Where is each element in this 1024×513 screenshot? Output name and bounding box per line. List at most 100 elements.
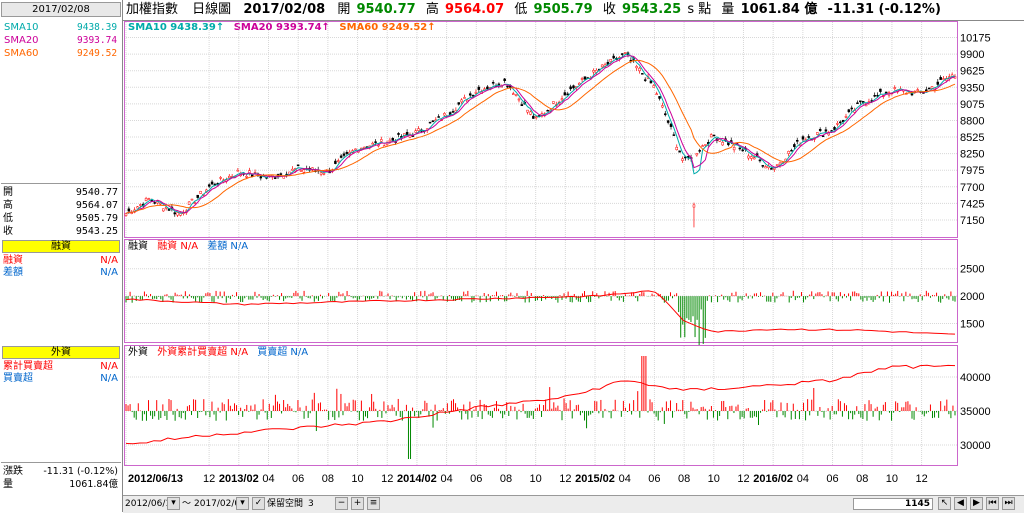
index-name: 加權指數 [126,2,179,17]
checkbox-icon[interactable]: ✓ [252,497,265,510]
sma10-label: SMA10 [4,22,39,33]
quote-unit: s 點 [687,2,712,17]
y-tick-label: 8525 [960,132,984,144]
y-tick-label: 8250 [960,149,984,161]
left-info-panel: 2017/02/08 SMA10 9438.39 SMA20 9393.74 S… [0,0,123,512]
margin-panel[interactable] [124,239,958,343]
x-tick-label: 2015/02 [575,473,615,485]
x-tick-label: 12 [559,473,571,485]
y-tick-label: 7700 [960,182,984,194]
foreign-net-label: 買賣超 [3,373,33,384]
foreign-panel[interactable] [124,345,958,466]
sma60-label: SMA60 [4,48,39,59]
legend-foreign-title: 外資 [128,347,148,358]
reserve-space-value[interactable]: 3 [308,499,314,509]
end-date[interactable]: 2017/02/08 [194,499,246,509]
divider [1,183,121,184]
x-tick-label: 06 [826,473,838,485]
date-header: 2017/02/08 [1,2,121,17]
x-tick-label: 08 [678,473,690,485]
x-tick-label: 2013/02 [219,473,259,485]
margin-diff-value: N/A [100,267,118,278]
x-tick-label: 10 [886,473,898,485]
legend-margin-title: 融資 [128,241,148,252]
high-value: 9564.07 [75,200,118,211]
zoom-out-icon[interactable]: − [335,497,348,510]
foreign-cum-label: 累計買賣超 [3,361,53,372]
cursor-icon[interactable]: ↖ [938,497,951,510]
quote-low-label: 低 [514,2,528,17]
start-date-dropdown-icon[interactable]: ▾ [167,497,180,510]
legend-sma10: SMA10 9438.39↑ [128,22,225,33]
scroll-position-field[interactable]: 1145 [853,498,933,510]
scroll-right-icon[interactable]: ▶ [970,497,983,510]
zoom-in-icon[interactable]: + [351,497,364,510]
legend-sma60: SMA60 9249.52↑ [339,22,436,33]
sma20-label: SMA20 [4,35,39,46]
reserve-space-label: 保留空間 [267,499,304,509]
sma10-value: 9438.39 [77,22,118,33]
legend-foreign-cum: 外資累計買賣超 N/A [157,347,249,358]
menu-icon[interactable]: ≡ [367,497,380,510]
legend-margin-diff: 差額 N/A [207,241,249,252]
volume-label: 量 [3,479,13,490]
sma-box: SMA10 9438.39 SMA20 9393.74 SMA60 9249.5… [1,18,121,178]
divider [1,462,121,463]
y-tick-label: 7975 [960,165,984,177]
x-tick-label: 12 [737,473,749,485]
change-value: -11.31 (-0.12%) [43,466,118,477]
margin-section-header: 融資 [2,240,120,253]
quote-change: -11.31 (-0.12%) [827,2,941,17]
y-tick-label: 40000 [960,372,991,384]
y-tick-label: 35000 [960,406,991,418]
low-label: 低 [3,213,13,224]
quote-vol-label: 量 [721,2,735,17]
range-tilde: ～ [182,499,192,509]
foreign-section-header: 外資 [2,346,120,359]
margin-diff-label: 差額 [3,267,23,278]
end-date-dropdown-icon[interactable]: ▾ [236,497,249,510]
info-date: 2017/02/08 [32,4,90,15]
legend-foreign-net: 買賣超 N/A [257,347,309,358]
chart-period: 日線圖 [192,2,232,17]
quote-open-label: 開 [337,2,351,17]
quote-low: 9505.79 [533,2,593,17]
x-tick-label: 12 [203,473,215,485]
margin-legend: 融資 融資 N/A 差額 N/A [128,241,254,253]
quote-close: 9543.25 [622,2,682,17]
x-tick-label: 10 [351,473,363,485]
y-tick-label: 9900 [960,49,984,61]
y-tick-label: 8800 [960,115,984,127]
x-tick-label: 2012/06/13 [128,473,183,485]
x-tick-label: 06 [648,473,660,485]
y-tick-label: 30000 [960,440,991,452]
start-date[interactable]: 2012/06/13 [125,499,177,509]
y-tick-label: 10175 [960,33,991,45]
x-tick-label: 06 [470,473,482,485]
scroll-left-icon[interactable]: ◀ [954,497,967,510]
volume-value: 1061.84億 [69,479,118,490]
x-tick-label: 06 [292,473,304,485]
quote-open: 9540.77 [356,2,416,17]
price-panel[interactable] [124,21,958,238]
scroll-end-icon[interactable]: ⏭ [1002,497,1015,510]
open-value: 9540.77 [75,187,118,198]
x-tick-label: 04 [797,473,809,485]
x-tick-label: 04 [440,473,452,485]
high-label: 高 [3,200,13,211]
quote-high-label: 高 [425,2,439,17]
x-tick-label: 10 [708,473,720,485]
scroll-start-icon[interactable]: ⏮ [986,497,999,510]
quote-date: 2017/02/08 [243,2,326,17]
quote-close-label: 收 [602,2,616,17]
price-legend: SMA10 9438.39↑ SMA20 9393.74↑ SMA60 9249… [128,22,442,34]
range-control-bar: 2012/06/13 ▾ ～ 2017/02/08 ▾ ✓ 保留空間 3 − +… [123,495,1024,513]
legend-margin: 融資 N/A [157,241,199,252]
bar-count: 1145 [904,499,930,509]
x-tick-label: 08 [856,473,868,485]
x-tick-label: 2016/02 [753,473,793,485]
foreign-legend: 外資 外資累計買賣超 N/A 買賣超 N/A [128,347,314,359]
y-tick-label: 9075 [960,99,984,111]
y-tick-label: 2500 [960,264,984,276]
